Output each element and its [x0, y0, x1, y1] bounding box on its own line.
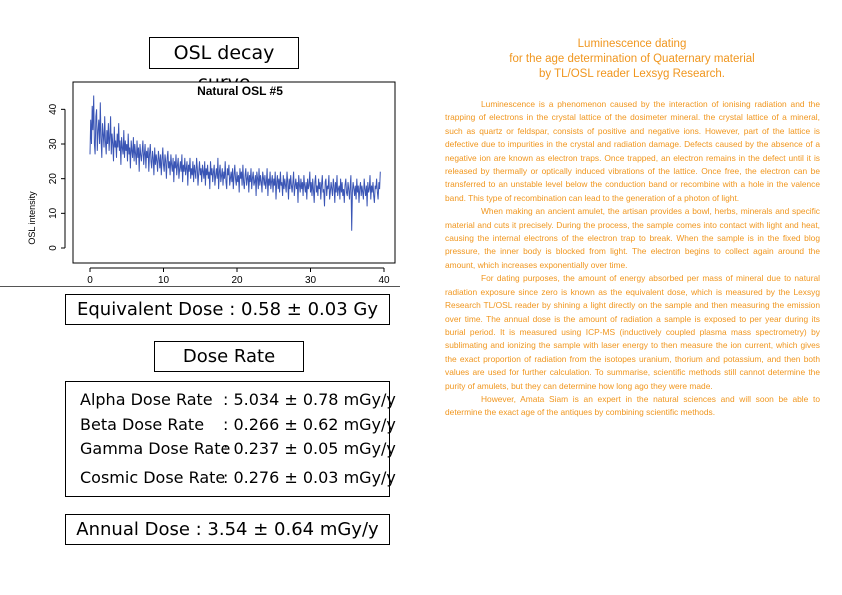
x-tick-label: 0: [87, 275, 93, 286]
x-axis: 0 10 20 30 40: [87, 267, 390, 286]
section-divider: [0, 286, 400, 287]
rate-value: : 0.276 ± 0.03 mGy/y: [223, 468, 396, 487]
y-tick-label: 30: [48, 138, 59, 150]
y-axis: 0 10 20 30 40: [48, 103, 66, 251]
rate-value: : 5.034 ± 0.78 mGy/y: [223, 390, 396, 409]
heading-line: for the age determination of Quaternary …: [509, 53, 755, 65]
rate-label: Gamma Dose Rate: [80, 439, 231, 458]
rate-value: : 0.266 ± 0.62 mGy/y: [223, 415, 396, 434]
annual-dose-box: Annual Dose : 3.54 ± 0.64 mGy/y: [65, 514, 390, 545]
y-tick-label: 40: [48, 103, 59, 115]
rate-label: Beta Dose Rate: [80, 415, 205, 434]
dose-rate-title-box: Dose Rate: [154, 341, 304, 372]
x-tick-label: 10: [158, 275, 170, 286]
y-tick-label: 10: [48, 207, 59, 219]
equivalent-dose-text: Equivalent Dose : 0.58 ± 0.03 Gy: [77, 299, 378, 320]
chart-inner-title: Natural OSL #5: [197, 84, 283, 98]
y-axis-label: OSL intensity: [27, 191, 37, 245]
x-tick-label: 30: [305, 275, 317, 286]
heading-line: Luminescence dating: [577, 38, 687, 50]
article-paragraph: For dating purposes, the amount of energ…: [445, 273, 820, 391]
article-body: Luminescence is a phenomenon caused by t…: [445, 98, 820, 420]
rate-value: : 0.237 ± 0.05 mGy/y: [223, 439, 396, 458]
chart-title-box: OSL decay curve: [149, 37, 299, 94]
rate-label: Cosmic Dose Rate: [80, 468, 226, 487]
osl-series-line: [89, 95, 381, 231]
osl-decay-chart: Natural OSL #5 OSL intensity 0 10 20 30 40 0…: [27, 81, 396, 286]
dose-rate-title: Dose Rate: [182, 346, 276, 367]
article-paragraph: However, Amata Siam is an expert in the …: [445, 393, 820, 418]
rate-label: Alpha Dose Rate: [80, 390, 213, 409]
dose-rates-box: Alpha Dose Rate : 5.034 ± 0.78 mGy/y Bet…: [65, 381, 396, 497]
x-tick-label: 40: [378, 275, 390, 286]
equivalent-dose-box: Equivalent Dose : 0.58 ± 0.03 Gy: [65, 294, 390, 325]
annual-dose-text: Annual Dose : 3.54 ± 0.64 mGy/y: [76, 519, 379, 540]
article-paragraph: Luminescence is a phenomenon caused by t…: [445, 99, 820, 203]
article-heading: Luminescence dating for the age determin…: [462, 37, 802, 82]
y-tick-label: 0: [48, 245, 59, 251]
y-tick-label: 20: [48, 173, 59, 185]
heading-line: by TL/OSL reader Lexsyg Research.: [538, 68, 725, 80]
article-paragraph: When making an ancient amulet, the artis…: [445, 206, 820, 270]
x-tick-label: 20: [231, 275, 243, 286]
